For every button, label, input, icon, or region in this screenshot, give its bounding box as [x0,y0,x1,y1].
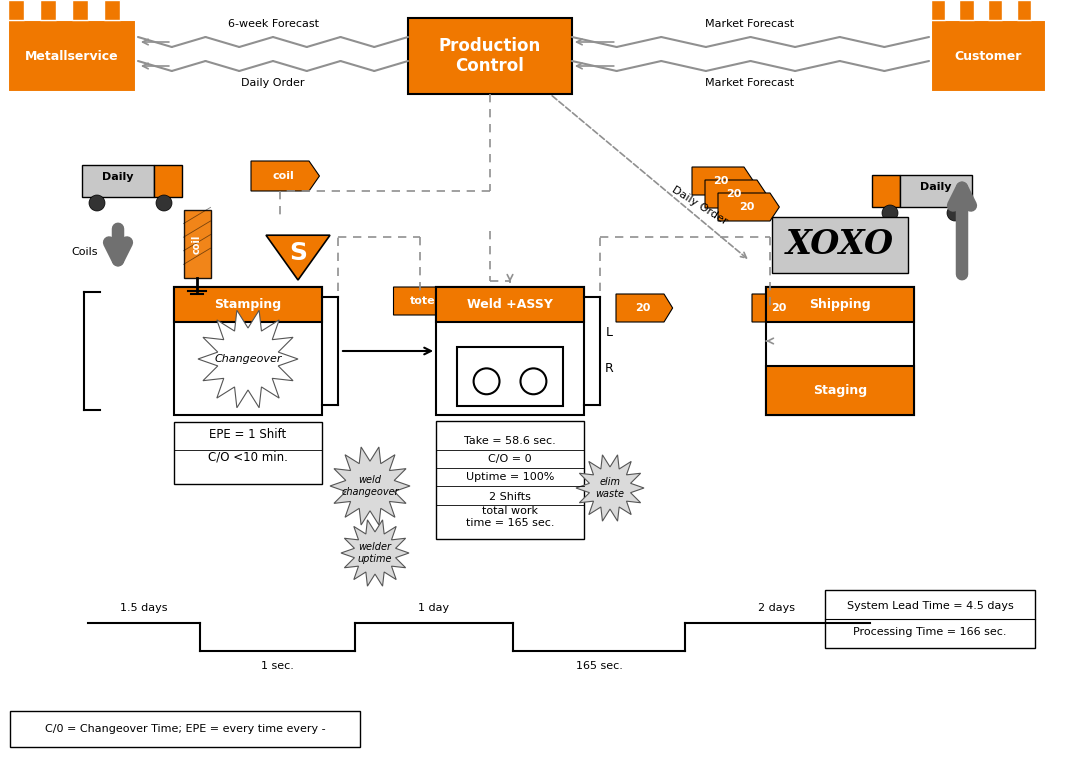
Bar [872,175,900,207]
Polygon shape [616,294,673,322]
Bar [71,0,88,20]
Bar [8,20,136,92]
Bar [960,0,974,20]
Circle shape [882,205,898,221]
Bar [900,175,973,207]
Text: Uptime = 100%: Uptime = 100% [466,472,554,482]
Bar [408,18,572,94]
Text: S: S [289,241,306,264]
Text: 1 day: 1 day [418,603,449,613]
Polygon shape [576,455,644,521]
Text: C/0 = Changeover Time; EPE = every time every -: C/0 = Changeover Time; EPE = every time … [44,724,325,734]
Bar [766,287,914,322]
Polygon shape [330,447,410,525]
Bar [930,20,1045,92]
Text: Customer: Customer [954,49,1021,62]
Bar [772,217,908,273]
Polygon shape [752,294,809,322]
Text: Weld +ASSY: Weld +ASSY [467,298,553,311]
Bar [930,0,944,20]
Bar [174,287,322,322]
Polygon shape [393,287,456,315]
Text: Take = 58.6 sec.: Take = 58.6 sec. [465,436,556,446]
Text: 20: 20 [636,303,651,313]
Polygon shape [692,167,754,195]
Bar [766,366,914,415]
Text: 20: 20 [771,303,786,313]
Text: coil: coil [192,234,203,254]
Text: Stamping: Stamping [214,298,282,311]
Text: 20: 20 [740,202,755,212]
Polygon shape [198,310,298,408]
Text: Processing Time = 166 sec.: Processing Time = 166 sec. [853,627,1007,637]
Bar [10,711,360,747]
Bar [8,0,24,20]
Polygon shape [718,193,780,221]
Text: Metallservice: Metallservice [25,49,119,62]
Text: System Lead Time = 4.5 days: System Lead Time = 4.5 days [847,601,1014,611]
Text: 165 sec.: 165 sec. [575,661,623,671]
Circle shape [156,195,172,211]
Bar [825,590,1035,648]
Text: total work
time = 165 sec.: total work time = 165 sec. [466,507,554,528]
Text: R: R [604,362,613,375]
Bar [988,0,1003,20]
Text: welder
uptime: welder uptime [357,542,392,564]
Circle shape [947,205,963,221]
Bar [154,165,182,197]
Text: Shipping: Shipping [809,298,871,311]
Text: elim
waste: elim waste [596,477,625,499]
Circle shape [473,369,499,394]
Bar [457,347,563,406]
Text: Changeover: Changeover [214,354,282,364]
Bar [1017,0,1031,20]
Text: 2 days: 2 days [758,603,796,613]
Text: L: L [605,326,613,339]
Bar [174,422,322,484]
Text: Staging: Staging [813,384,867,397]
Text: C/O = 0: C/O = 0 [488,454,532,464]
Text: XOXO: XOXO [786,228,895,261]
Text: 20: 20 [727,189,742,199]
Bar [436,287,584,322]
Text: Daily Order: Daily Order [670,185,729,227]
Bar [436,287,584,415]
Bar [183,210,210,278]
Text: 1 sec.: 1 sec. [261,661,293,671]
Bar [766,287,914,415]
Text: Market Forecast: Market Forecast [705,19,795,29]
Text: weld
changeover: weld changeover [341,475,399,497]
Bar [104,0,120,20]
Bar [82,165,154,197]
Text: Daily Order: Daily Order [242,78,304,88]
Text: 20: 20 [714,176,729,186]
Text: 6-week Forecast: 6-week Forecast [227,19,318,29]
Text: 1.5 days: 1.5 days [120,603,168,613]
Polygon shape [251,161,319,191]
Bar [436,421,584,539]
Text: coil: coil [273,171,295,181]
Text: tote: tote [410,296,436,306]
Circle shape [521,369,547,394]
Bar [40,0,56,20]
Polygon shape [705,180,767,208]
Text: Daily: Daily [921,182,952,192]
Text: Daily: Daily [102,172,133,182]
Text: EPE = 1 Shift: EPE = 1 Shift [209,429,287,442]
Text: Production
Control: Production Control [439,36,542,76]
Text: Coils: Coils [71,247,97,257]
Text: 2 Shifts: 2 Shifts [490,492,531,502]
Polygon shape [266,235,330,280]
Text: C/O <10 min.: C/O <10 min. [208,450,288,463]
Circle shape [89,195,105,211]
Bar [174,287,322,415]
Text: Market Forecast: Market Forecast [705,78,795,88]
Polygon shape [341,520,409,586]
